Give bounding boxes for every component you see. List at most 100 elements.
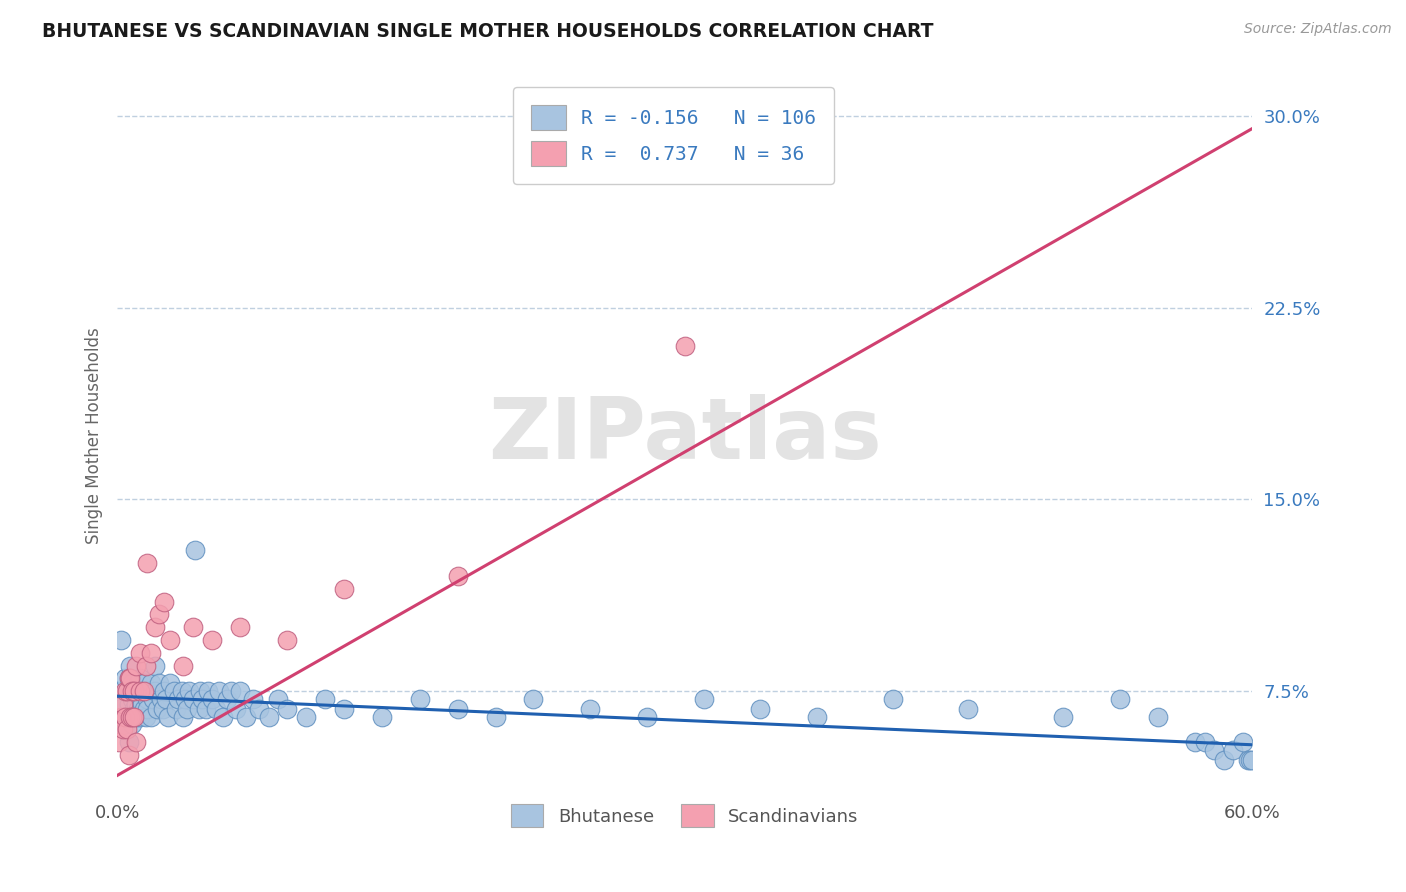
- Point: [882, 691, 904, 706]
- Point: [122, 702, 145, 716]
- Point: [749, 702, 772, 716]
- Point: [136, 702, 159, 716]
- Point: [128, 684, 150, 698]
- Point: [673, 339, 696, 353]
- Point: [172, 709, 194, 723]
- Point: [333, 582, 356, 596]
- Point: [1239, 753, 1261, 767]
- Point: [242, 691, 264, 706]
- Text: BHUTANESE VS SCANDINAVIAN SINGLE MOTHER HOUSEHOLDS CORRELATION CHART: BHUTANESE VS SCANDINAVIAN SINGLE MOTHER …: [42, 22, 934, 41]
- Point: [522, 691, 544, 706]
- Point: [135, 684, 157, 698]
- Point: [131, 697, 153, 711]
- Point: [257, 709, 280, 723]
- Point: [142, 691, 165, 706]
- Point: [197, 684, 219, 698]
- Point: [155, 691, 177, 706]
- Point: [153, 594, 176, 608]
- Point: [957, 702, 980, 716]
- Point: [447, 569, 470, 583]
- Point: [484, 709, 506, 723]
- Point: [190, 684, 212, 698]
- Point: [170, 684, 193, 698]
- Point: [163, 684, 186, 698]
- Point: [121, 709, 143, 723]
- Point: [201, 691, 224, 706]
- Point: [121, 717, 143, 731]
- Point: [143, 684, 166, 698]
- Point: [128, 691, 150, 706]
- Point: [125, 658, 148, 673]
- Point: [314, 691, 336, 706]
- Legend: Bhutanese, Scandinavians: Bhutanese, Scandinavians: [503, 797, 866, 834]
- Point: [212, 709, 235, 723]
- Point: [125, 709, 148, 723]
- Point: [120, 684, 142, 698]
- Point: [138, 684, 160, 698]
- Point: [114, 684, 136, 698]
- Point: [806, 709, 828, 723]
- Text: ZIPatlas: ZIPatlas: [488, 394, 882, 477]
- Point: [121, 676, 143, 690]
- Point: [127, 676, 149, 690]
- Point: [114, 709, 136, 723]
- Point: [215, 691, 238, 706]
- Point: [208, 684, 231, 698]
- Point: [117, 697, 139, 711]
- Point: [143, 620, 166, 634]
- Point: [235, 709, 257, 723]
- Point: [146, 702, 169, 716]
- Point: [447, 702, 470, 716]
- Point: [1241, 753, 1264, 767]
- Point: [201, 632, 224, 647]
- Point: [1237, 753, 1260, 767]
- Point: [122, 709, 145, 723]
- Point: [176, 702, 198, 716]
- Point: [1212, 753, 1234, 767]
- Point: [149, 691, 172, 706]
- Point: [117, 747, 139, 762]
- Point: [108, 684, 131, 698]
- Point: [135, 658, 157, 673]
- Point: [115, 709, 138, 723]
- Point: [159, 632, 181, 647]
- Point: [692, 691, 714, 706]
- Point: [111, 709, 134, 723]
- Point: [333, 702, 356, 716]
- Point: [229, 620, 252, 634]
- Point: [111, 697, 134, 711]
- Point: [136, 691, 159, 706]
- Point: [204, 702, 226, 716]
- Point: [141, 676, 163, 690]
- Point: [135, 709, 157, 723]
- Point: [181, 620, 204, 634]
- Point: [1146, 709, 1168, 723]
- Point: [181, 691, 204, 706]
- Point: [110, 709, 132, 723]
- Point: [111, 697, 134, 711]
- Point: [152, 702, 174, 716]
- Point: [166, 691, 188, 706]
- Point: [187, 702, 209, 716]
- Point: [295, 709, 318, 723]
- Point: [247, 702, 270, 716]
- Point: [276, 632, 298, 647]
- Point: [267, 691, 290, 706]
- Point: [1184, 735, 1206, 749]
- Point: [1232, 735, 1254, 749]
- Point: [1222, 743, 1244, 757]
- Point: [159, 676, 181, 690]
- Point: [125, 735, 148, 749]
- Point: [131, 684, 153, 698]
- Point: [125, 697, 148, 711]
- Point: [120, 709, 142, 723]
- Point: [114, 723, 136, 737]
- Y-axis label: Single Mother Households: Single Mother Households: [86, 327, 103, 544]
- Point: [191, 691, 214, 706]
- Point: [579, 702, 602, 716]
- Point: [148, 676, 170, 690]
- Point: [117, 671, 139, 685]
- Point: [195, 702, 218, 716]
- Point: [143, 658, 166, 673]
- Point: [1108, 691, 1130, 706]
